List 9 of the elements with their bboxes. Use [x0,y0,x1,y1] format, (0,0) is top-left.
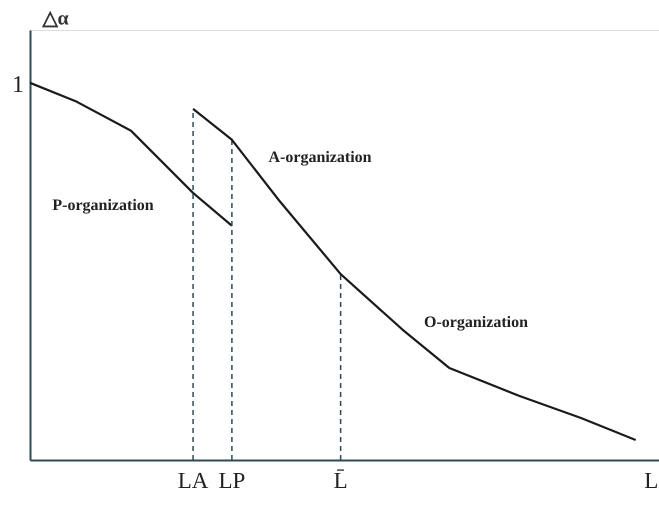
annotation: A-organization [268,149,372,166]
annotation: O-organization [424,314,528,331]
y-axis-title: △α [42,8,69,30]
x-tick-label: L̄ [334,468,348,493]
annotation: P-organization [52,197,154,214]
x-tick-label: LA [178,468,209,493]
x-tick-label: L [644,468,658,493]
text: 1 [12,72,24,98]
x-tick-label: LP [218,468,246,493]
